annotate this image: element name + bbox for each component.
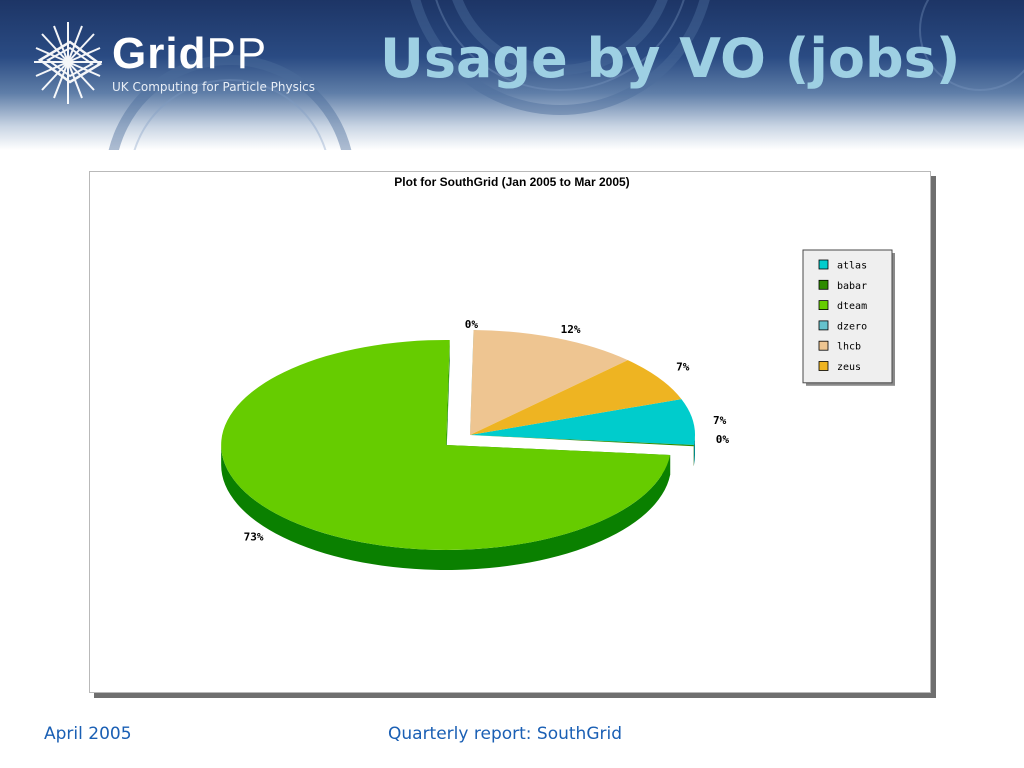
pie-slice-zeus — [470, 360, 682, 435]
legend-swatch-dteam — [818, 300, 829, 311]
pie-tops — [221, 330, 696, 550]
legend-swatch-lhcb — [818, 340, 829, 351]
legend-label-dteam: dteam — [837, 301, 867, 312]
pie-side-atlas — [693, 435, 695, 465]
pie-slice-babar — [470, 435, 694, 447]
chart-title: Plot for SouthGrid (Jan 2005 to Mar 2005… — [394, 175, 629, 189]
pie-slice-atlas — [470, 399, 696, 445]
pie-chart: Plot for SouthGrid (Jan 2005 to Mar 2005… — [221, 175, 895, 570]
brand-name-bold: Grid — [112, 29, 207, 78]
brand-tagline: UK Computing for Particle Physics — [112, 80, 316, 94]
legend-label-babar: babar — [837, 281, 867, 292]
pie-slice-lhcb — [470, 330, 628, 435]
gridpp-logo-icon — [34, 22, 103, 104]
footer-date: April 2005 — [44, 724, 132, 744]
pie-labels: 7% 0% 73% 0% 12% 7% — [244, 318, 730, 543]
pie-slice-dteam — [221, 339, 671, 550]
brand-name: GridPP — [112, 30, 267, 78]
legend-swatch-zeus — [818, 361, 829, 371]
slide-title: Usage by VO (jobs) — [380, 27, 961, 90]
legend-label-zeus: zeus — [837, 362, 861, 373]
pie-label-atlas: 7% — [713, 414, 727, 427]
pie-side-dteam — [221, 444, 671, 570]
footer-report: Quarterly report: SouthGrid — [388, 724, 622, 744]
legend-swatch-babar — [818, 279, 829, 290]
pie-label-dteam: 73% — [244, 530, 264, 543]
legend-swatch-atlas — [818, 259, 829, 270]
legend-label-dzero: dzero — [837, 321, 867, 332]
pie-label-lhcb: 12% — [561, 323, 581, 336]
legend-label-lhcb: lhcb — [837, 342, 861, 353]
pie-label-zeus: 7% — [676, 361, 690, 374]
pie-label-babar: 0% — [716, 433, 730, 446]
header-decoration — [108, 0, 1024, 150]
legend-label-atlas: atlas — [837, 261, 867, 272]
chart-frame: Plot for SouthGrid (Jan 2005 to Mar 2005… — [89, 171, 931, 693]
slide-header: GridPP UK Computing for Particle Physics… — [0, 0, 1024, 150]
chart-legend: atlas babar dteam dzero lhcb zeus — [802, 249, 895, 386]
legend-swatch-dzero — [818, 320, 829, 331]
pie-label-dzero: 0% — [465, 318, 479, 331]
pie-cut-face-dteam-1 — [446, 339, 450, 465]
legend-box — [802, 249, 893, 384]
brand-name-light: PP — [206, 29, 268, 78]
